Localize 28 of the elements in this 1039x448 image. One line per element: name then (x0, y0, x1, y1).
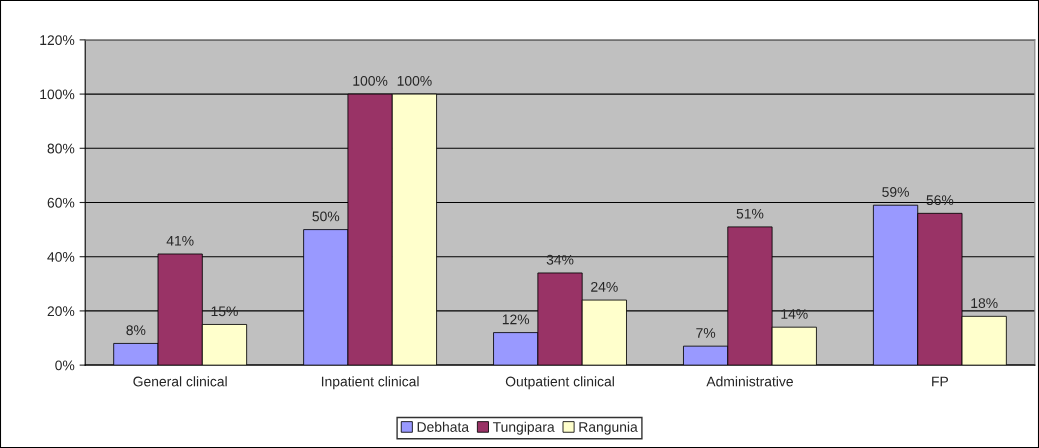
data-label: 50% (312, 211, 340, 222)
x-tick-label: FP (932, 376, 949, 387)
data-label: 18% (971, 298, 998, 309)
data-label: 100% (353, 75, 388, 86)
y-tick-label: 0% (55, 360, 75, 371)
data-label: 34% (546, 254, 574, 265)
legend-label: Rangunia (579, 421, 638, 435)
x-tick-label: General clinical (133, 376, 227, 387)
data-label: 7% (696, 328, 716, 338)
y-tick-label: 80% (47, 143, 75, 154)
data-label: 41% (166, 235, 194, 246)
legend-label: Debhata (417, 421, 470, 432)
y-tick-label: 40% (47, 252, 75, 262)
y-tick-label: 100% (40, 89, 75, 100)
legend-label: Tungipara (492, 421, 555, 435)
data-label: 51% (736, 208, 764, 219)
y-tick-label: 120% (40, 35, 75, 46)
x-tick-label: Inpatient clinical (321, 376, 419, 390)
x-tick-label: Outpatient clinical (505, 376, 614, 390)
data-label: 8% (126, 325, 146, 336)
y-tick-label: 60% (47, 197, 75, 208)
y-tick-label: 20% (47, 306, 75, 317)
data-label: 100% (397, 75, 432, 86)
data-label: 14% (781, 309, 808, 319)
data-label: 12% (502, 314, 530, 325)
data-label: 24% (591, 281, 618, 292)
data-label: 59% (882, 187, 909, 197)
x-tick-label: Administrative (706, 376, 793, 387)
